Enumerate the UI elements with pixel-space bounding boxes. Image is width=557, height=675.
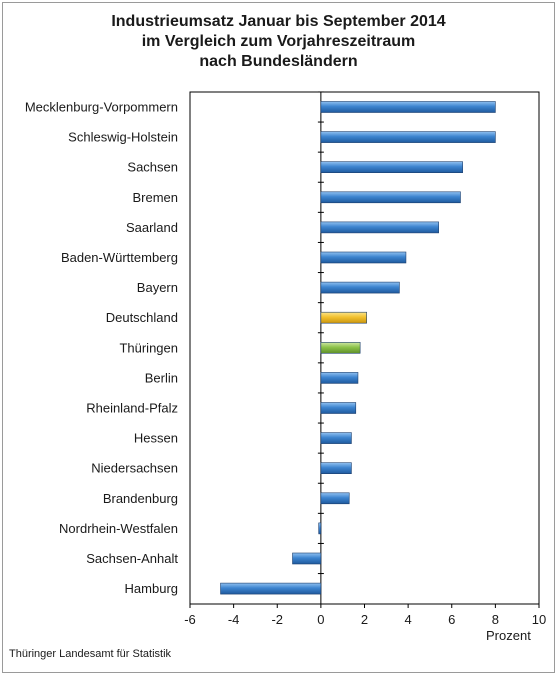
bar	[292, 552, 322, 565]
category-label: Bremen	[132, 190, 178, 205]
bar	[320, 221, 439, 234]
x-tick-label: 6	[448, 612, 455, 627]
category-label: Mecklenburg-Vorpommern	[25, 100, 178, 115]
x-tick-label: 8	[492, 612, 499, 627]
category-label: Baden-Württemberg	[61, 250, 178, 265]
bar	[320, 101, 496, 113]
x-tick-label: -6	[184, 612, 196, 627]
bar	[320, 161, 463, 173]
bar	[320, 492, 350, 505]
x-tick-label: 4	[405, 612, 412, 627]
x-tick-label: -2	[271, 612, 283, 627]
x-tick-label: 2	[361, 612, 368, 627]
bar	[320, 402, 357, 414]
title-line-3: nach Bundesländern	[199, 53, 358, 70]
x-tick-label: 10	[532, 612, 546, 627]
bar	[318, 522, 322, 535]
bar	[320, 432, 352, 444]
bar	[320, 281, 400, 294]
bar	[320, 341, 361, 354]
category-label: Berlin	[145, 370, 178, 385]
category-label: Hamburg	[125, 581, 178, 596]
chart-title: Industrieumsatz Januar bis September 201…	[0, 12, 557, 72]
category-label: Brandenburg	[103, 491, 178, 506]
bar	[220, 582, 322, 595]
source-label: Thüringer Landesamt für Statistik	[9, 648, 172, 660]
bar	[320, 251, 407, 264]
category-label: Hessen	[134, 431, 178, 446]
bar	[320, 131, 496, 143]
bar	[320, 311, 367, 324]
bar	[320, 462, 352, 475]
x-tick-label: -4	[228, 612, 240, 627]
category-label: Bayern	[137, 280, 178, 295]
category-label: Sachsen-Anhalt	[86, 551, 178, 566]
plot-area: -6 -4 -2 0 2 4 6 8 10 Mecklenburg-Vorpommern Schle…	[25, 91, 546, 627]
title-line-1: Industrieumsatz Januar bis September 201…	[111, 13, 446, 30]
x-axis-unit-label: Prozent	[486, 628, 531, 643]
category-label: Nordrhein-Westfalen	[59, 521, 178, 536]
bar	[320, 191, 461, 204]
category-label: Sachsen	[127, 160, 178, 175]
title-line-2: im Vergleich zum Vorjahreszeitraum	[141, 33, 416, 50]
category-label: Schleswig-Holstein	[68, 130, 178, 145]
category-label: Saarland	[126, 220, 178, 235]
category-label: Deutschland	[106, 310, 178, 325]
category-label: Rheinland-Pfalz	[86, 401, 178, 416]
x-tick-label: 0	[317, 612, 324, 627]
bar	[320, 372, 359, 384]
category-label: Thüringen	[119, 340, 178, 355]
category-label: Niedersachsen	[91, 461, 178, 476]
